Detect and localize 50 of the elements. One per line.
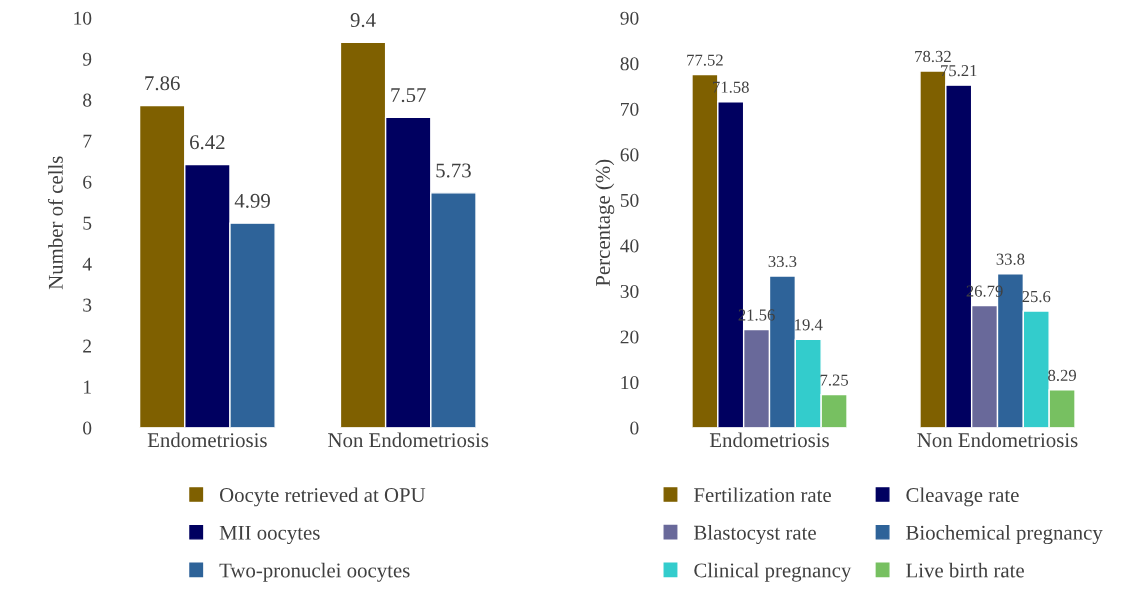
legend-label: MII oocytes bbox=[219, 525, 320, 545]
y-tick-label: 3 bbox=[83, 298, 92, 312]
y-tick-label: 9 bbox=[82, 52, 92, 66]
data-label: 77.52 bbox=[687, 54, 723, 66]
data-label: 8.29 bbox=[1048, 369, 1076, 382]
y-tick-label: 0 bbox=[83, 421, 92, 435]
y-tick-label: 80 bbox=[620, 57, 639, 71]
y-tick-label: 5 bbox=[83, 216, 92, 230]
y-tick-label: 2 bbox=[83, 339, 91, 353]
y-tick-label: 10 bbox=[74, 11, 92, 25]
legend-label: Live birth rate bbox=[906, 562, 1024, 578]
y-axis-title: Number of cells bbox=[47, 156, 63, 290]
data-label: 6.42 bbox=[190, 135, 225, 150]
data-label: 7.57 bbox=[391, 88, 426, 103]
legend-label: Two-pronuclei oocytes bbox=[219, 562, 410, 582]
data-label: 33.3 bbox=[768, 255, 797, 268]
data-label: 9.4 bbox=[350, 13, 376, 28]
legend-label: Blastocyst rate bbox=[694, 525, 816, 545]
y-tick-label: 0 bbox=[630, 421, 639, 435]
y-tick-label: 1 bbox=[84, 380, 91, 394]
x-tick-label: Endometriosis bbox=[709, 432, 829, 448]
y-tick-label: 4 bbox=[82, 257, 92, 271]
legend-label: Clinical pregnancy bbox=[694, 562, 852, 582]
y-tick-label: 40 bbox=[620, 239, 639, 253]
x-tick-label: Non Endometriosis bbox=[328, 432, 489, 448]
y-tick-label: 60 bbox=[620, 148, 639, 162]
data-label: 4.99 bbox=[234, 193, 270, 208]
y-tick-label: 90 bbox=[620, 11, 639, 25]
data-label: 33.8 bbox=[996, 253, 1025, 265]
x-tick-label: Endometriosis bbox=[147, 432, 267, 448]
data-label: 5.73 bbox=[436, 163, 471, 178]
x-tick-label: Non Endometriosis bbox=[917, 432, 1078, 448]
y-tick-label: 30 bbox=[620, 284, 639, 298]
y-tick-label: 8 bbox=[83, 93, 92, 107]
y-tick-label: 70 bbox=[621, 102, 639, 116]
data-label: 7.25 bbox=[820, 374, 849, 386]
y-tick-label: 6 bbox=[83, 175, 92, 189]
y-tick-label: 20 bbox=[620, 330, 639, 344]
legend-label: Oocyte retrieved at OPU bbox=[219, 487, 426, 507]
data-label: 75.21 bbox=[941, 65, 977, 77]
legend-label: Fertilization rate bbox=[694, 487, 831, 503]
legend-label: Cleavage rate bbox=[906, 487, 1019, 507]
legend-label: Biochemical pregnancy bbox=[906, 525, 1103, 545]
y-tick-label: 50 bbox=[620, 193, 639, 207]
y-axis-title: Percentage (%) bbox=[595, 159, 615, 287]
y-tick-label: 10 bbox=[621, 375, 639, 390]
data-label: 78.32 bbox=[915, 50, 951, 63]
data-label: 19.4 bbox=[795, 319, 823, 331]
data-label: 7.86 bbox=[145, 76, 180, 91]
y-tick-label: 7 bbox=[83, 134, 92, 148]
